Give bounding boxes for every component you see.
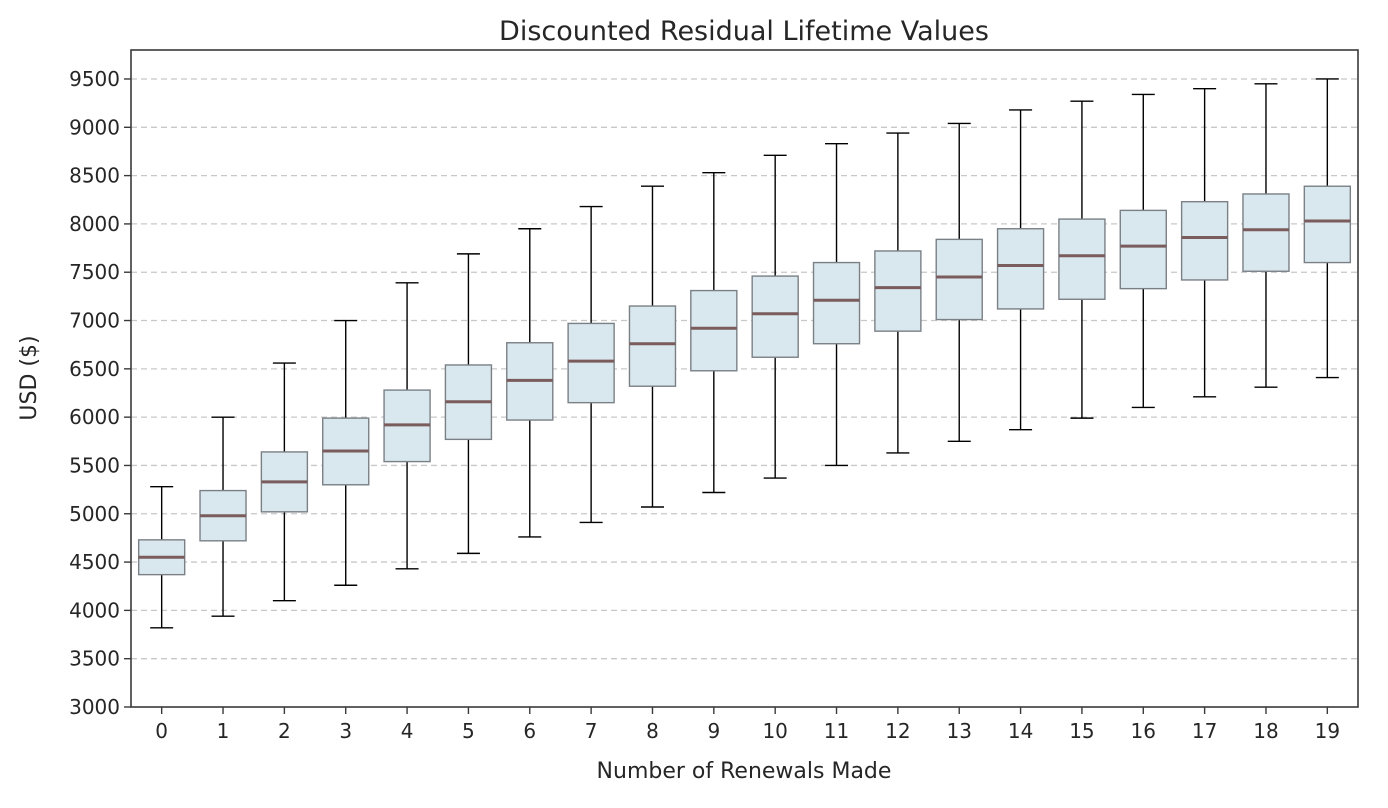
- boxes: [137, 78, 1352, 629]
- box-group-11: [812, 143, 861, 467]
- grid-lines: [131, 78, 1358, 660]
- y-axis-label: USD ($): [17, 335, 42, 420]
- box-group-10: [751, 154, 799, 479]
- y-tick-label: 5500: [69, 453, 120, 477]
- x-axis-ticks: 0 1 2 3 4 5 6 7 8 9 10 11 12 13 14 15 16 17 18 19: [155, 707, 1340, 743]
- x-tick-label: 5: [462, 719, 475, 743]
- y-tick-label: 8500: [69, 164, 120, 188]
- box-group-3: [322, 319, 370, 586]
- x-tick-label: 8: [646, 719, 659, 743]
- y-tick-label: 3000: [69, 695, 120, 719]
- iqr-box: [690, 289, 738, 372]
- box-group-8: [628, 185, 677, 508]
- box-group-2: [260, 362, 309, 602]
- y-tick-label: 6500: [69, 357, 120, 381]
- iqr-box: [567, 322, 615, 404]
- box-group-1: [199, 416, 247, 617]
- box-group-13: [935, 122, 983, 443]
- y-axis-ticks: 3000 3500 4000 4500 5000 5500 6000 6500 7000 7500…: [69, 67, 131, 719]
- x-axis-label: Number of Renewals Made: [597, 759, 892, 784]
- x-tick-label: 11: [824, 719, 849, 743]
- iqr-box: [812, 261, 861, 345]
- y-tick-label: 4000: [69, 598, 120, 622]
- iqr-box: [1242, 193, 1290, 272]
- y-tick-label: 8000: [69, 212, 120, 236]
- iqr-box: [1303, 185, 1352, 264]
- x-tick-label: 9: [707, 719, 720, 743]
- iqr-box: [996, 228, 1045, 310]
- box-group-12: [874, 132, 922, 454]
- box-group-7: [567, 205, 615, 524]
- iqr-box: [874, 250, 922, 332]
- box-group-4: [383, 282, 431, 570]
- x-tick-label: 1: [217, 719, 230, 743]
- x-tick-label: 16: [1131, 719, 1156, 743]
- x-tick-label: 2: [278, 719, 291, 743]
- y-tick-label: 6000: [69, 405, 120, 429]
- iqr-box: [1180, 200, 1229, 281]
- box-group-15: [1058, 100, 1106, 419]
- box-group-0: [137, 486, 186, 629]
- iqr-box: [1058, 218, 1106, 300]
- plot-frame: [130, 49, 1359, 708]
- y-tick-label: 3500: [69, 647, 120, 671]
- x-tick-label: 19: [1315, 719, 1340, 743]
- x-tick-label: 6: [523, 719, 536, 743]
- y-tick-label: 9000: [69, 115, 120, 139]
- y-tick-label: 4500: [69, 550, 120, 574]
- chart-title: Discounted Residual Lifetime Values: [499, 16, 989, 47]
- iqr-box: [751, 275, 799, 358]
- iqr-box: [628, 305, 677, 387]
- x-tick-label: 4: [401, 719, 414, 743]
- y-tick-label: 5000: [69, 502, 120, 526]
- iqr-box: [935, 238, 983, 321]
- box-group-18: [1242, 83, 1290, 388]
- y-tick-label: 9500: [69, 67, 120, 91]
- x-tick-label: 17: [1192, 719, 1217, 743]
- x-tick-label: 18: [1253, 719, 1278, 743]
- iqr-box: [1119, 209, 1167, 290]
- y-tick-label: 7500: [69, 260, 120, 284]
- box-group-14: [996, 109, 1045, 431]
- y-tick-label: 7000: [69, 309, 120, 333]
- box-group-17: [1180, 87, 1229, 398]
- x-tick-label: 0: [155, 719, 168, 743]
- x-tick-label: 3: [339, 719, 352, 743]
- x-tick-label: 10: [762, 719, 787, 743]
- x-tick-label: 13: [946, 719, 971, 743]
- box-group-6: [506, 228, 554, 538]
- x-tick-label: 7: [585, 719, 598, 743]
- box-group-5: [444, 253, 493, 555]
- box-group-19: [1303, 78, 1352, 379]
- box-group-9: [690, 172, 738, 494]
- x-tick-label: 14: [1008, 719, 1033, 743]
- box-group-16: [1119, 93, 1167, 409]
- x-tick-label: 15: [1069, 719, 1094, 743]
- x-tick-label: 12: [885, 719, 910, 743]
